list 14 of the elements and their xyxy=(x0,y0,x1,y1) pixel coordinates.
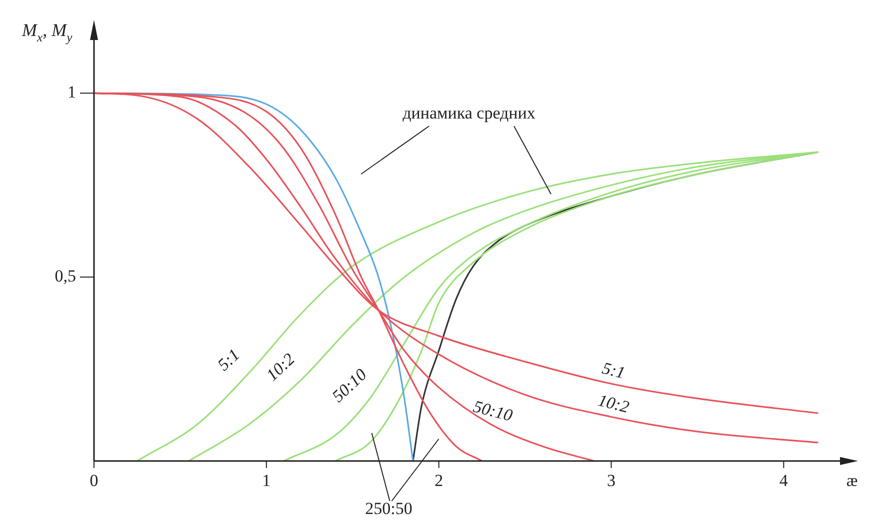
x-tick-label: 4 xyxy=(779,470,788,490)
text: 250:50 xyxy=(365,498,412,518)
text: 5:1 xyxy=(214,345,244,374)
y-tick-label: 0,5 xyxy=(54,266,76,286)
text: 10:2 xyxy=(596,390,632,417)
x-tick-label: 0 xyxy=(90,470,98,490)
annotation: динамика средних xyxy=(402,104,536,123)
x-tick-label: 3 xyxy=(606,470,616,490)
x-tick-label: 2 xyxy=(434,470,444,490)
text: 10:2 xyxy=(262,349,299,385)
x-tick-label: 1 xyxy=(262,470,271,490)
text: 50:10 xyxy=(471,396,515,426)
text: 5:1 xyxy=(600,358,627,383)
x-axis-title: æ xyxy=(846,470,858,490)
